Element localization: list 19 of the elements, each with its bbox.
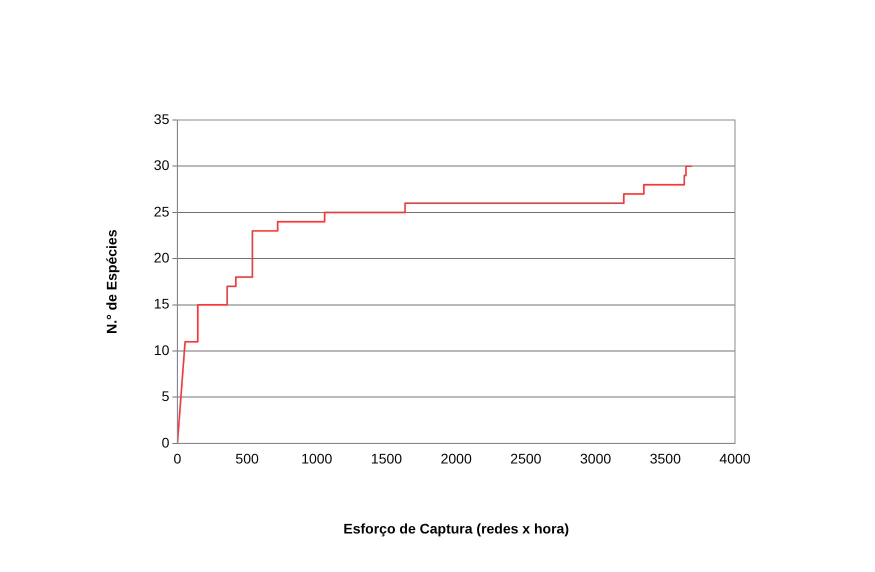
x-tick-label: 4000: [719, 450, 751, 467]
y-tick-label: 20: [154, 249, 170, 266]
x-axis-title: Esforço de Captura (redes x hora): [343, 520, 569, 536]
x-tick-label: 500: [235, 450, 259, 467]
y-tick-label: 25: [154, 203, 170, 220]
y-axis-title: N.° de Espécies: [103, 229, 120, 334]
x-tick-label: 3500: [650, 450, 682, 467]
y-tick-label: 5: [162, 388, 170, 404]
y-tick-label: 0: [162, 434, 170, 450]
x-tick-label: 3000: [580, 450, 612, 467]
x-tick-label: 2000: [440, 450, 472, 467]
y-tick-label: 35: [154, 110, 170, 127]
y-tick-label: 10: [154, 342, 170, 358]
x-tick-label: 1000: [301, 450, 333, 467]
x-tick-label: 1500: [370, 450, 402, 467]
x-tick-label: 0: [173, 450, 182, 467]
x-tick-label: 2500: [510, 450, 542, 467]
y-tick-label: 30: [154, 157, 170, 174]
y-tick-label: 15: [154, 296, 170, 312]
